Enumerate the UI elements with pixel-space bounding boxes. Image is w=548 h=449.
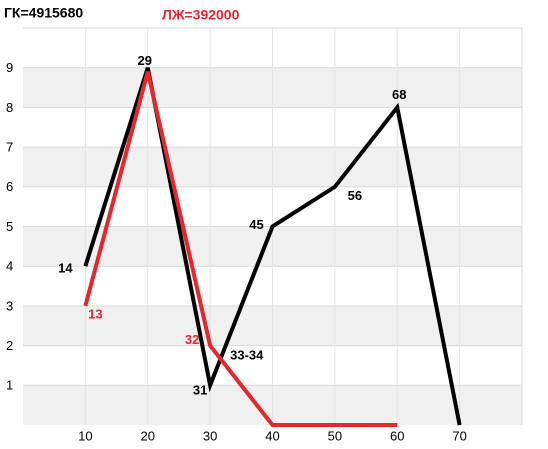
point-label: 29 bbox=[138, 53, 152, 68]
point-label: 32 bbox=[185, 332, 199, 347]
y-tick-label: 7 bbox=[6, 140, 13, 155]
x-tick-label: 30 bbox=[203, 428, 217, 443]
line-series bbox=[83, 71, 398, 427]
y-tick-label: 4 bbox=[6, 259, 13, 274]
x-tick-label: 70 bbox=[452, 428, 466, 443]
x-tick-label: 60 bbox=[390, 428, 404, 443]
point-label: 45 bbox=[249, 217, 263, 232]
y-tick-label: 2 bbox=[6, 338, 13, 353]
annotation: 33-34 bbox=[230, 348, 264, 363]
legend-label: ГК=4915680 bbox=[4, 5, 83, 21]
y-tick-label: 1 bbox=[6, 378, 13, 393]
line-series bbox=[83, 67, 462, 426]
point-label: 14 bbox=[58, 261, 73, 276]
point-label: 31 bbox=[193, 383, 207, 398]
x-tick-label: 20 bbox=[141, 428, 155, 443]
y-tick-label: 8 bbox=[6, 100, 13, 115]
point-label: 68 bbox=[392, 87, 406, 102]
y-tick-label: 3 bbox=[6, 298, 13, 313]
point-label: 56 bbox=[348, 188, 362, 203]
point-label: 13 bbox=[88, 306, 102, 321]
y-tick-label: 6 bbox=[6, 179, 13, 194]
x-tick-label: 40 bbox=[265, 428, 279, 443]
x-tick-label: 10 bbox=[78, 428, 92, 443]
legend-label: ЛЖ=392000 bbox=[162, 7, 240, 23]
y-tick-label: 9 bbox=[6, 60, 13, 75]
x-tick-label: 50 bbox=[328, 428, 342, 443]
y-tick-label: 5 bbox=[6, 219, 13, 234]
